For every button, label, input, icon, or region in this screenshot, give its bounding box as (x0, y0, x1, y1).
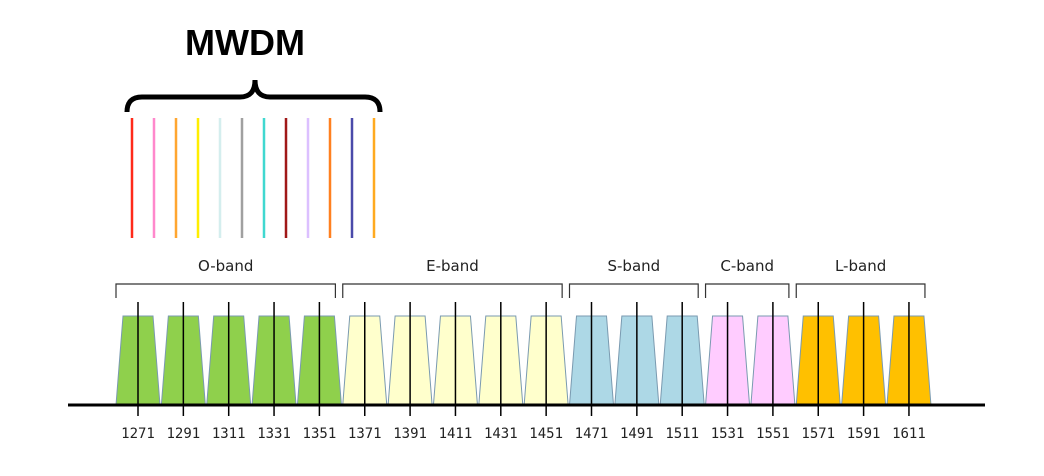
band-bracket (568, 283, 699, 298)
band-bracket (115, 283, 336, 298)
wavelength-label: 1511 (665, 426, 699, 442)
wavelength-label: 1411 (439, 426, 473, 442)
wavelength-label: 1371 (348, 426, 382, 442)
wavelength-label: 1491 (620, 426, 654, 442)
band-c-band: C-band 1531 1551 (704, 257, 796, 442)
mwdm-title: MWDM (185, 22, 305, 63)
band-o-band: O-band 1271 1291 1311 1331 1351 (115, 257, 342, 442)
wavelength-label: 1531 (711, 426, 745, 442)
band-bracket (342, 283, 563, 298)
band-label: E-band (426, 257, 479, 275)
wavelength-label: 1571 (801, 426, 835, 442)
band-label: S-band (608, 257, 661, 275)
wavelength-label: 1451 (529, 426, 563, 442)
wavelength-label: 1391 (393, 426, 427, 442)
mwdm-brace (124, 79, 383, 113)
wavelength-label: 1291 (166, 426, 200, 442)
band-l-band: L-band 1571 1591 1611 (795, 257, 932, 442)
band-bracket (795, 283, 926, 298)
wavelength-label: 1271 (121, 426, 155, 442)
band-bracket (704, 283, 790, 298)
band-s-band: S-band 1471 1491 1511 (568, 257, 705, 442)
wavelength-label: 1331 (257, 426, 291, 442)
wavelength-label: 1431 (484, 426, 518, 442)
wavelength-label: 1591 (847, 426, 881, 442)
wavelength-label: 1551 (756, 426, 790, 442)
band-e-band: E-band 1371 1391 1411 1431 1451 (342, 257, 569, 442)
wavelength-label: 1611 (892, 426, 926, 442)
wavelength-label: 1471 (575, 426, 609, 442)
wavelength-label: 1351 (303, 426, 337, 442)
band-label: O-band (198, 257, 253, 275)
band-label: C-band (720, 257, 774, 275)
wavelength-label: 1311 (212, 426, 246, 442)
band-label: L-band (835, 257, 886, 275)
